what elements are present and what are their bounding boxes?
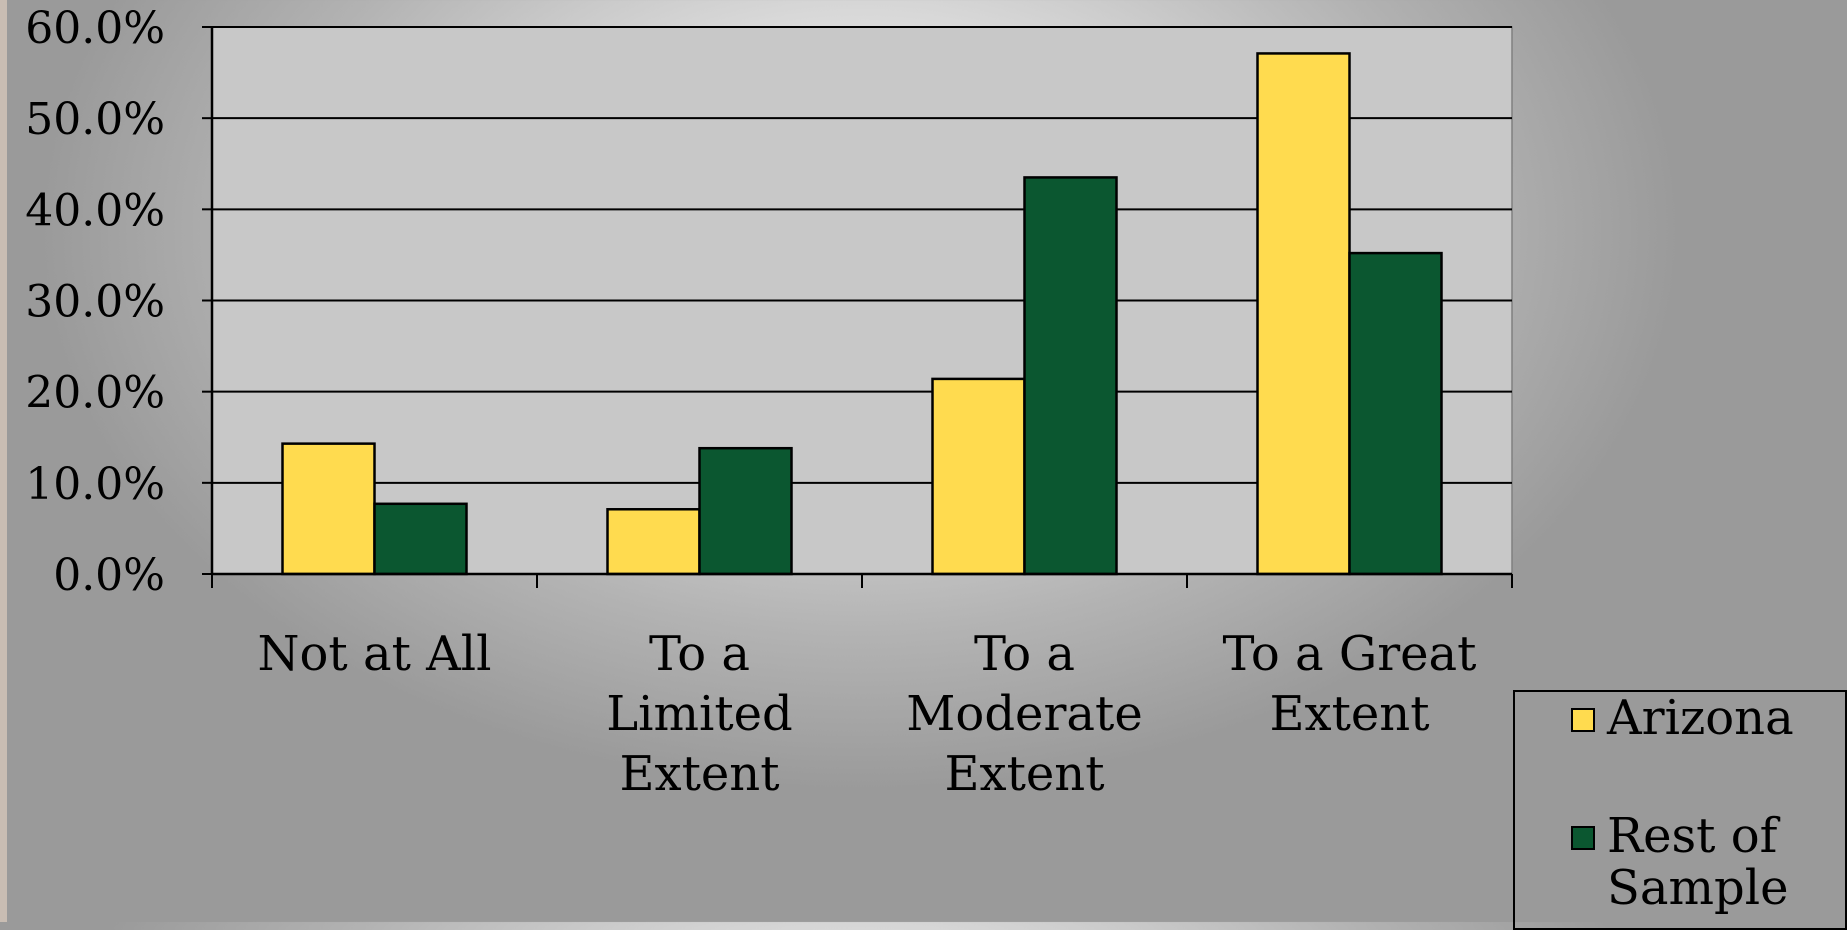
x-category-label-line: Moderate <box>906 686 1142 742</box>
y-tick-label: 40.0% <box>25 185 165 236</box>
y-tick-label: 50.0% <box>25 94 165 145</box>
y-tick-label: 30.0% <box>25 277 165 328</box>
x-category-label: Not at All <box>258 626 492 682</box>
legend-item-rest-of-sample: Rest of Sample <box>1571 810 1807 914</box>
y-tick-label: 20.0% <box>25 368 165 419</box>
bar-rest-of-sample-4 <box>1348 251 1443 576</box>
legend-item-arizona: Arizona <box>1571 692 1807 744</box>
legend-swatch-rest-of-sample <box>1571 826 1595 850</box>
x-category-label-line: Extent <box>619 746 779 802</box>
x-category-label-line: To a <box>649 626 750 682</box>
x-category-label: To a Moderate Extent <box>906 626 1142 802</box>
chart-legend: Arizona Rest of Sample <box>1513 690 1847 930</box>
bar-arizona-4 <box>1256 52 1351 576</box>
x-category-label-line: Extent <box>944 746 1104 802</box>
legend-label-arizona: Arizona <box>1607 690 1794 746</box>
legend-swatch-arizona <box>1571 708 1595 732</box>
y-tick-label: 10.0% <box>25 459 165 510</box>
bar-arizona-2 <box>606 508 701 576</box>
x-category-label: To a Limited Extent <box>606 626 793 802</box>
bar-rest-of-sample-1 <box>373 502 468 576</box>
y-tick-label: 60.0% <box>25 3 165 54</box>
bar-rest-of-sample-3 <box>1023 176 1118 576</box>
x-category-label-line: Limited <box>606 686 793 742</box>
bar-arizona-3 <box>931 377 1026 576</box>
x-category-label-line: Not at All <box>258 626 492 682</box>
bar-rest-of-sample-2 <box>698 446 793 576</box>
left-edge-strip <box>0 0 7 922</box>
bar-arizona-1 <box>281 442 376 576</box>
x-category-label: To a Great Extent <box>1223 626 1477 742</box>
y-tick-label: 0.0% <box>53 550 165 601</box>
x-category-label-line: Extent <box>1269 686 1429 742</box>
x-category-label-line: To a <box>974 626 1075 682</box>
x-category-label-line: To a Great <box>1223 626 1477 682</box>
legend-label-rest-of-sample: Rest of Sample <box>1607 808 1789 916</box>
